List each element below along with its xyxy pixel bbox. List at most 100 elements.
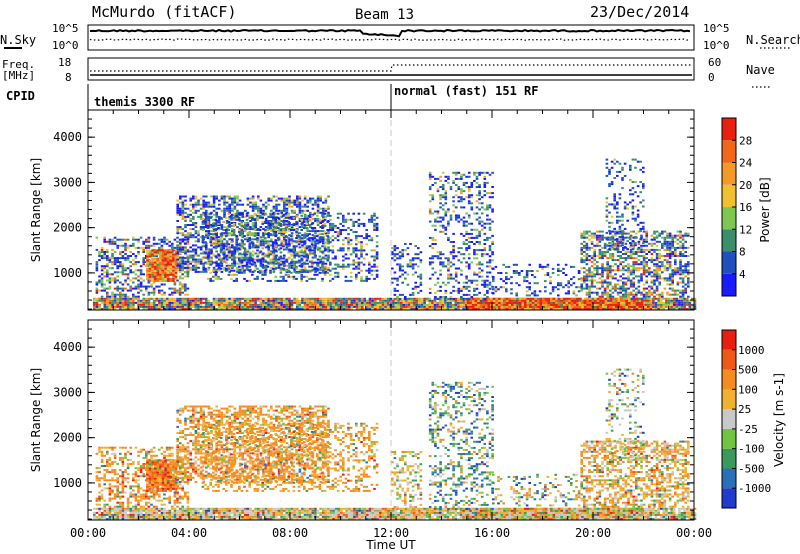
echo-cell bbox=[205, 203, 208, 206]
echo-cell bbox=[212, 195, 216, 198]
echo-cell bbox=[625, 308, 628, 310]
echo-cell bbox=[467, 194, 471, 197]
echo-cell bbox=[480, 269, 484, 272]
echo-cell bbox=[303, 303, 307, 306]
echo-cell bbox=[560, 305, 563, 308]
echo-cell bbox=[100, 265, 104, 268]
echo-cell bbox=[184, 226, 187, 229]
echo-cell bbox=[560, 301, 563, 304]
echo-cell bbox=[231, 197, 234, 200]
echo-cell bbox=[230, 241, 233, 244]
echo-cell bbox=[179, 256, 182, 259]
echo-cell bbox=[477, 301, 480, 304]
echo-cell bbox=[277, 305, 281, 308]
echo-cell bbox=[222, 220, 225, 223]
echo-cell bbox=[298, 220, 302, 222]
echo-cell bbox=[153, 279, 157, 282]
echo-cell bbox=[283, 207, 286, 210]
echo-cell bbox=[108, 301, 112, 304]
echo-cell bbox=[257, 195, 260, 198]
echo-cell bbox=[447, 298, 450, 300]
echo-cell bbox=[251, 305, 255, 308]
echo-cell bbox=[176, 297, 179, 300]
echo-cell bbox=[327, 236, 330, 239]
echo-cell bbox=[186, 213, 190, 216]
echo-cell bbox=[360, 253, 363, 256]
echo-cell bbox=[293, 211, 296, 214]
echo-cell bbox=[397, 297, 400, 300]
echo-cell bbox=[675, 303, 679, 306]
echo-cell bbox=[441, 171, 445, 174]
echo-cell bbox=[483, 285, 487, 288]
echo-cell bbox=[287, 273, 290, 276]
echo-cell bbox=[531, 297, 535, 300]
echo-cell bbox=[212, 197, 216, 200]
echo-cell bbox=[355, 303, 359, 306]
echo-cell bbox=[103, 240, 106, 243]
echo-cell bbox=[159, 279, 162, 282]
echo-cell bbox=[283, 201, 286, 204]
echo-cell bbox=[223, 209, 226, 212]
echo-cell bbox=[215, 268, 218, 271]
echo-cell bbox=[148, 253, 152, 256]
echo-cell bbox=[169, 259, 173, 262]
echo-cell bbox=[607, 305, 610, 308]
echo-cell bbox=[178, 299, 182, 302]
echo-cell bbox=[217, 305, 221, 308]
echo-cell bbox=[323, 273, 327, 276]
echo-cell bbox=[444, 226, 448, 229]
echo-cell bbox=[142, 240, 145, 243]
echo-cell bbox=[272, 262, 276, 265]
echo-cell bbox=[270, 228, 273, 231]
echo-cell bbox=[161, 271, 165, 274]
echo-cell bbox=[282, 275, 285, 278]
echo-cell bbox=[602, 299, 605, 302]
echo-cell bbox=[529, 301, 532, 304]
echo-cell bbox=[134, 257, 138, 260]
echo-cell bbox=[231, 207, 234, 210]
echo-cell bbox=[236, 262, 239, 265]
echo-cell bbox=[491, 186, 494, 188]
echo-cell bbox=[266, 261, 270, 264]
echo-cell bbox=[146, 271, 149, 274]
echo-cell bbox=[431, 175, 435, 178]
echo-cell bbox=[646, 305, 650, 308]
echo-cell bbox=[498, 305, 501, 308]
echo-cell bbox=[207, 258, 211, 261]
echo-cell bbox=[288, 297, 291, 300]
echo-cell bbox=[217, 308, 221, 310]
echo-cell bbox=[172, 253, 175, 256]
echo-cell bbox=[214, 233, 218, 236]
echo-cell bbox=[505, 308, 509, 310]
echo-cell bbox=[300, 259, 303, 262]
echo-cell bbox=[206, 227, 210, 229]
echo-cell bbox=[186, 248, 190, 251]
echo-cell bbox=[233, 199, 237, 202]
echo-cell bbox=[179, 228, 182, 231]
echo-cell bbox=[202, 207, 205, 210]
echo-cell bbox=[264, 269, 267, 272]
echo-cell bbox=[173, 308, 177, 310]
echo-cell bbox=[295, 299, 299, 302]
echo-cell bbox=[305, 233, 309, 236]
echo-cell bbox=[467, 253, 471, 256]
echo-cell bbox=[475, 177, 479, 180]
echo-cell bbox=[95, 308, 99, 310]
echo-cell bbox=[197, 201, 200, 204]
echo-cell bbox=[212, 254, 216, 257]
echo-cell bbox=[181, 303, 185, 306]
echo-cell bbox=[212, 266, 216, 269]
echo-cell bbox=[441, 305, 445, 308]
echo-cell bbox=[274, 241, 277, 244]
echo-cell bbox=[465, 196, 468, 199]
echo-cell bbox=[550, 308, 553, 310]
echo-cell bbox=[238, 229, 241, 231]
echo-cell bbox=[589, 299, 592, 302]
echo-cell bbox=[483, 181, 487, 184]
echo-cell bbox=[186, 242, 190, 245]
echo-cell bbox=[324, 305, 328, 308]
echo-cell bbox=[488, 204, 492, 207]
echo-cell bbox=[248, 269, 251, 272]
echo-cell bbox=[113, 303, 117, 306]
echo-cell bbox=[290, 249, 293, 252]
